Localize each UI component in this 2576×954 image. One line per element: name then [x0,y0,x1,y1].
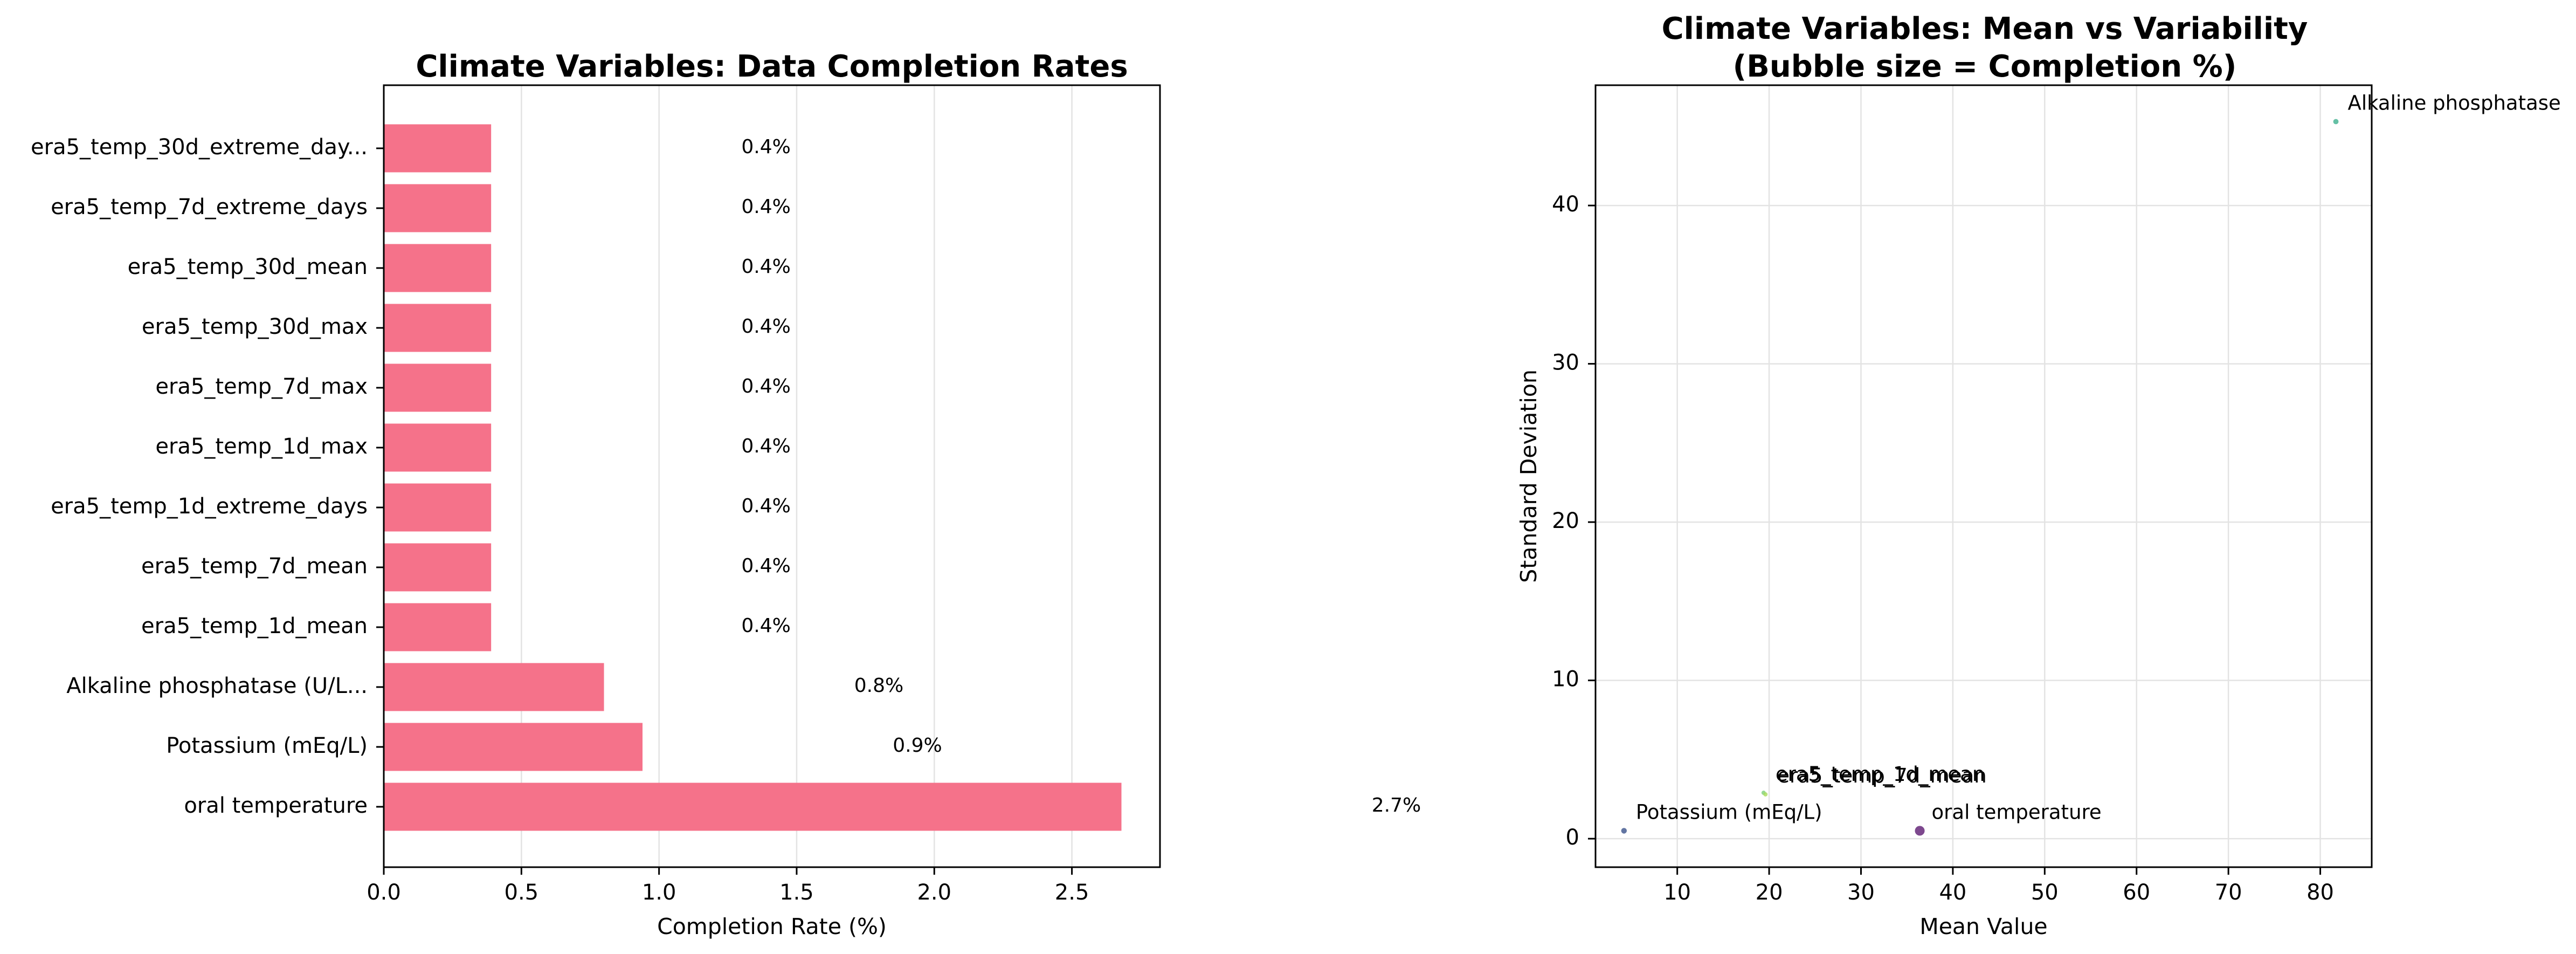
bar [384,603,492,651]
bar-x-tick-label: 1.0 [642,880,676,905]
bar-data-label: 0.4% [741,615,790,637]
bar-data-label: 2.7% [1372,794,1421,816]
bar [384,543,492,592]
scatter-chart-title-line-1: Climate Variables: Mean vs Variability [1662,11,2308,46]
bar-x-tick-label: 0.0 [367,880,401,905]
bar-x-tick-label: 0.5 [505,880,539,905]
bar-data-label: 0.4% [741,256,790,278]
bar [384,423,492,472]
scatter-y-tick-label: 10 [1552,667,1579,692]
bar-category-label: era5_temp_7d_mean [141,554,368,579]
bar [384,244,492,292]
bar-category-label: era5_temp_1d_max [155,434,368,459]
scatter-x-tick-label: 50 [2031,880,2059,905]
scatter-chart-y-axis-label: Standard Deviation [1516,369,1542,583]
bar-category-label: era5_temp_1d_extreme_days [51,494,368,519]
scatter-chart-x-ticks: 10 20 30 40 50 60 70 80 [1663,867,2334,905]
bar-data-label: 0.4% [741,435,790,457]
bar [384,304,492,352]
scatter-point [1915,826,1925,836]
scatter-chart-y-ticks: 0 10 20 30 40 [1552,192,1596,850]
bar [384,363,492,412]
scatter-point-label: Alkaline phosphatase [2348,92,2561,115]
scatter-x-tick-label: 80 [2306,880,2334,905]
scatter-y-tick-label: 40 [1552,192,1579,217]
scatter-x-tick-label: 60 [2123,880,2150,905]
scatter-x-tick-label: 40 [1939,880,1966,905]
scatter-point-label: oral temperature [1932,800,2102,823]
scatter-point [1621,828,1627,834]
bar-data-label: 0.9% [893,735,942,757]
bar-data-label: 0.4% [741,315,790,338]
bar-data-label: 0.4% [741,495,790,517]
bar-category-label: era5_temp_7d_extreme_days [51,195,368,219]
bar [384,663,604,711]
scatter-x-tick-label: 70 [2215,880,2242,905]
bar [384,184,492,232]
bar-category-label: era5_temp_30d_mean [128,255,368,279]
bar-category-label: era5_temp_1d_mean [141,614,368,639]
scatter-point-label: era5_temp_7d_mean [1777,764,1986,787]
bar-category-label: Alkaline phosphatase (U/L... [66,674,368,698]
scatter-point-label: era5_temp_1d_mean [1776,763,1985,786]
bar-chart-x-axis-label: Completion Rate (%) [657,914,887,939]
bar-data-label: 0.8% [854,675,903,697]
scatter-x-tick-label: 20 [1756,880,1783,905]
bar-chart-data-labels: 0.4% 0.4% 0.4% 0.4% 0.4% 0.4% 0.4% 0.4% 0.4% 0.8%… [741,136,1421,816]
scatter-chart-points [1621,119,2339,836]
bar-x-tick-label: 2.0 [917,880,951,905]
scatter-y-tick-label: 0 [1566,825,1579,850]
bar-chart-bars [384,124,1122,831]
bar-category-label: era5_temp_30d_max [142,314,368,339]
bar-chart-category-ticks: era5_temp_30d_extreme_day... era5_temp_7d… [31,135,384,818]
scatter-x-tick-label: 10 [1663,880,1691,905]
bar-data-label: 0.4% [741,375,790,397]
scatter-chart-title-line-2: (Bubble size = Completion %) [1733,49,2237,84]
bar-category-label: era5_temp_30d_extreme_day... [31,135,368,160]
bar-data-label: 0.4% [741,555,790,577]
bar-data-label: 0.4% [741,196,790,218]
bar-chart-plot-frame [383,84,1161,868]
bar [384,783,1122,831]
scatter-chart-gridlines [1596,85,2372,867]
bar-chart-x-ticks: 0.0 0.5 1.0 1.5 2.0 2.5 [367,867,1089,905]
scatter-point [2333,119,2339,125]
scatter-y-tick-label: 20 [1552,509,1579,533]
bar-category-label: Potassium (mEq/L) [166,733,368,758]
scatter-point-label: Potassium (mEq/L) [1636,800,1822,823]
mean-vs-variability-scatter-chart: Climate Variables: Mean vs Variability (… [1516,11,2561,939]
scatter-x-tick-label: 30 [1847,880,1875,905]
scatter-chart-point-labels: Alkaline phosphatase era5_temp_1d_meanera… [1636,92,2561,824]
bar [384,124,492,173]
bar [384,723,643,771]
completion-rate-bar-chart: Climate Variables: Data Completion Rates… [31,49,1421,939]
scatter-chart-plot-frame [1594,84,2373,868]
scatter-y-tick-label: 30 [1552,351,1579,375]
scatter-point [1763,792,1768,797]
bar-x-tick-label: 2.5 [1055,880,1089,905]
bar-data-label: 0.4% [741,136,790,158]
bar-x-tick-label: 1.5 [779,880,814,905]
scatter-chart-x-axis-label: Mean Value [1919,914,2047,939]
bar-category-label: era5_temp_7d_max [155,374,368,399]
bar-category-label: oral temperature [184,793,368,818]
bar [384,483,492,532]
bar-chart-title: Climate Variables: Data Completion Rates [416,49,1128,84]
